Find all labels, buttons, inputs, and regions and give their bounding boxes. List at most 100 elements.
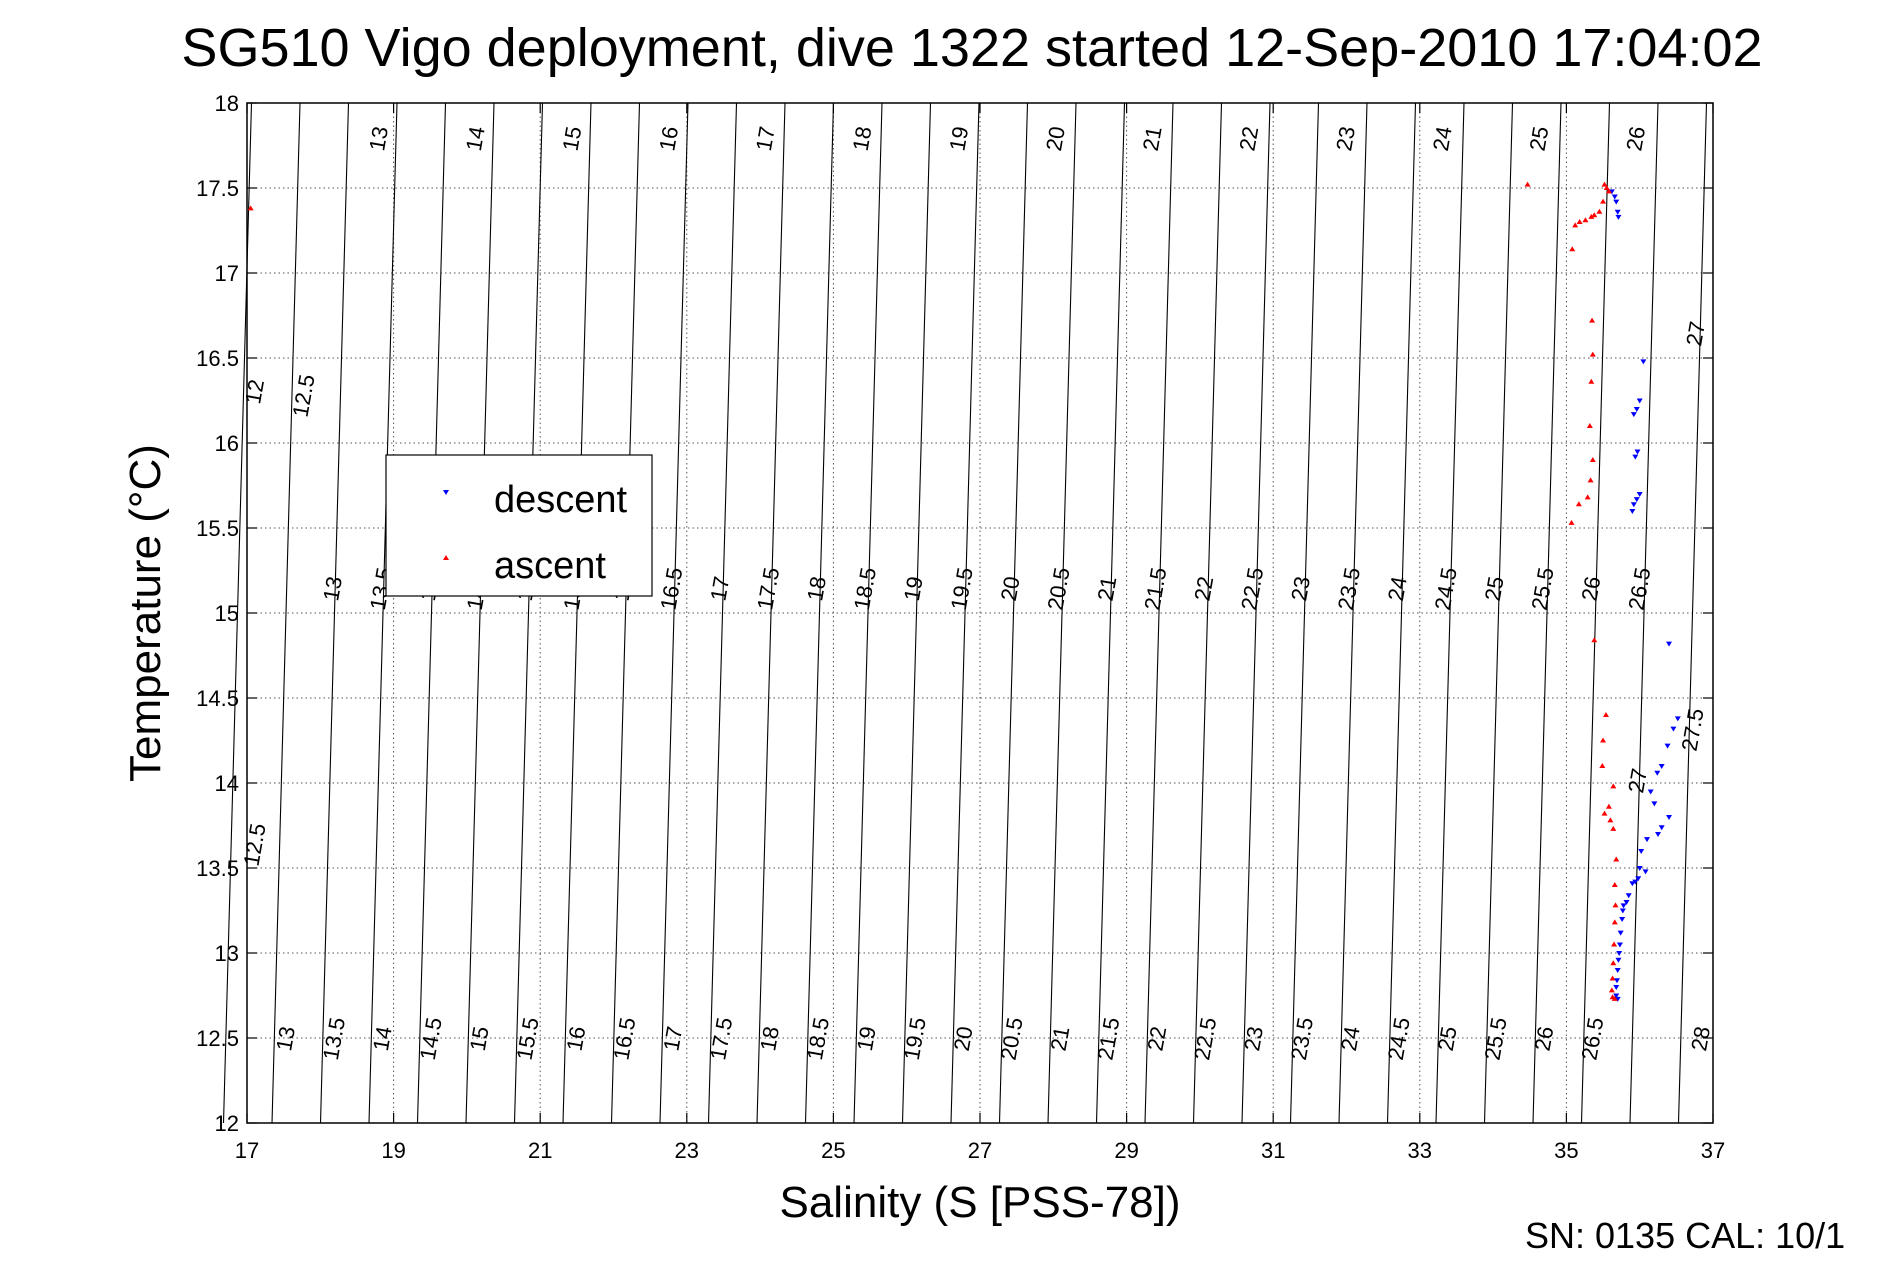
density-contour-label: 17 xyxy=(705,574,734,602)
descent-point xyxy=(1642,869,1649,875)
ascent-point xyxy=(1569,246,1576,252)
serial-calibration-footer: SN: 0135 CAL: 10/1 xyxy=(1525,1215,1845,1256)
density-isopleth xyxy=(1192,102,1223,1124)
chart-title: SG510 Vigo deployment, dive 1322 started… xyxy=(181,18,1762,78)
x-tick-label: 21 xyxy=(528,1138,552,1163)
density-isopleth xyxy=(1047,102,1077,1124)
legend-descent-marker xyxy=(443,490,449,495)
x-tick-label: 19 xyxy=(381,1138,405,1163)
density-isopleth xyxy=(1677,102,1708,1124)
descent-point xyxy=(1620,903,1627,909)
density-contour-label: 17 xyxy=(751,124,780,152)
descent-point xyxy=(1655,832,1662,837)
descent-point xyxy=(1614,968,1621,973)
density-contour-label: 18 xyxy=(848,124,877,152)
density-isopleth xyxy=(1629,102,1659,1124)
y-tick-label: 17.5 xyxy=(196,176,239,201)
density-isopleth xyxy=(1144,102,1174,1124)
density-contour-label: 20 xyxy=(1041,124,1070,152)
descent-point xyxy=(1647,789,1654,795)
ascent-point xyxy=(1610,783,1617,789)
descent-point xyxy=(1670,726,1677,732)
descent-point xyxy=(1630,502,1637,508)
density-isopleth xyxy=(1241,102,1271,1124)
density-contour-label: 13 xyxy=(271,1024,300,1052)
ascent-point xyxy=(1524,181,1531,187)
density-isopleth xyxy=(1435,102,1465,1124)
descent-point xyxy=(1634,449,1641,455)
density-contour-label: 25 xyxy=(1433,1024,1462,1052)
ascent-point xyxy=(1582,217,1589,223)
y-tick-label: 16.5 xyxy=(196,346,239,371)
density-contours xyxy=(222,102,1708,1124)
density-isopleth xyxy=(610,102,641,1124)
density-isopleth xyxy=(1095,102,1126,1124)
ascent-point xyxy=(1612,902,1619,908)
density-isopleth xyxy=(659,102,689,1124)
legend-descent-label: descent xyxy=(494,479,628,521)
density-contour-label: 17 xyxy=(658,1024,687,1052)
ascent-point xyxy=(1605,803,1612,809)
descent-point xyxy=(1629,509,1636,514)
legend-box xyxy=(385,454,653,597)
ascent-point xyxy=(1602,712,1609,717)
descent-point xyxy=(1617,930,1624,936)
descent-point xyxy=(1651,801,1658,807)
descent-point xyxy=(1614,996,1621,1002)
ascent-point xyxy=(1603,185,1610,190)
density-contour-label: 18 xyxy=(802,574,831,602)
ascent-point xyxy=(1605,188,1612,194)
x-tick-label: 29 xyxy=(1114,1138,1138,1163)
descent-point xyxy=(1623,900,1630,905)
descent-point xyxy=(1664,743,1671,749)
ascent-point xyxy=(1589,351,1596,357)
y-tick-label: 17 xyxy=(215,261,239,286)
ascent-point xyxy=(1609,975,1616,981)
density-contour-label: 26 xyxy=(1530,1024,1559,1052)
axis-ticks: 17 19 21 23 25 27 29 31 33 35 37 12 12.5 13 13.5 14 14.5… xyxy=(196,91,1725,1163)
density-contour-label: 22 xyxy=(1189,574,1218,602)
density-contour-label: 19 xyxy=(944,124,973,152)
density-contour-label: 13 xyxy=(318,574,347,602)
x-axis-label: Salinity (S [PSS-78]) xyxy=(779,1178,1180,1227)
ascent-point xyxy=(1576,219,1583,224)
descent-point xyxy=(1619,908,1626,914)
density-isopleth xyxy=(901,102,932,1124)
density-isopleth xyxy=(416,102,447,1124)
legend-ascent-marker xyxy=(443,555,449,560)
ascent-point xyxy=(1575,501,1582,507)
ascent-point xyxy=(1589,457,1596,462)
density-isopleth xyxy=(853,102,883,1124)
ascent-point xyxy=(1599,763,1606,768)
ascent-point xyxy=(1613,856,1620,862)
ascent-point xyxy=(1611,882,1618,887)
density-contour-label: 24 xyxy=(1383,574,1412,602)
ascent-point xyxy=(1588,213,1595,219)
x-tick-label: 31 xyxy=(1261,1138,1285,1163)
density-contour-label: 25 xyxy=(1480,574,1509,602)
density-contour-label: 16 xyxy=(654,124,683,152)
y-tick-label: 15 xyxy=(215,601,239,626)
density-contour-label: 24 xyxy=(1428,124,1457,152)
y-tick-label: 14.5 xyxy=(196,686,239,711)
descent-point xyxy=(1640,359,1647,365)
density-isopleth xyxy=(465,102,495,1124)
descent-point xyxy=(1616,951,1623,956)
legend: descent ascent xyxy=(385,454,653,597)
density-contour-label: 23 xyxy=(1239,1024,1268,1052)
descent-point xyxy=(1666,641,1673,647)
density-contour-label: 21 xyxy=(1093,574,1122,602)
x-tick-label: 17 xyxy=(235,1138,259,1163)
x-tick-label: 25 xyxy=(821,1138,845,1163)
density-contour-label: 18 xyxy=(755,1024,784,1052)
density-contour-label: 16 xyxy=(562,1024,591,1052)
ascent-point xyxy=(1588,378,1595,384)
ascent-point xyxy=(1611,941,1618,947)
y-tick-label: 12.5 xyxy=(196,1026,239,1051)
density-isopleth xyxy=(562,102,592,1124)
descent-point xyxy=(1644,837,1651,843)
y-axis-label: Temperature (°C) xyxy=(121,444,170,782)
descent-point xyxy=(1619,917,1626,922)
ascent-point xyxy=(1586,423,1593,428)
